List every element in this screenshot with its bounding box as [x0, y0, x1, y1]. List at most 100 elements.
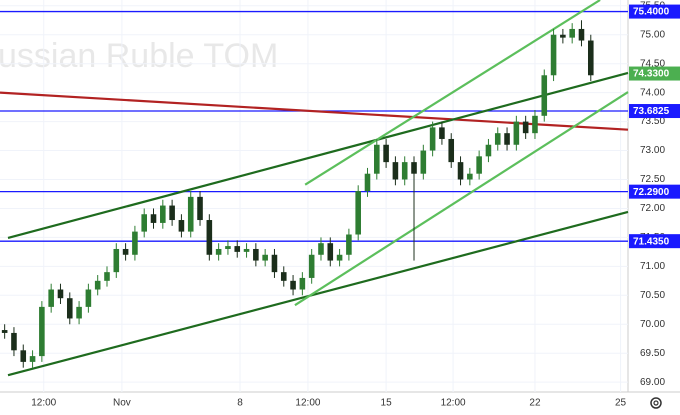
- price-badge: [629, 66, 680, 81]
- candle-body: [113, 248, 120, 273]
- y-tick-label: 69.50: [640, 348, 665, 359]
- x-tick-label: 8: [237, 398, 243, 409]
- candle-body: [420, 150, 427, 174]
- candle-body: [206, 220, 213, 255]
- candle-body: [132, 231, 138, 255]
- candle-body: [141, 214, 147, 232]
- y-tick-label: 70.00: [640, 319, 665, 330]
- x-tick-label: 22: [529, 398, 541, 409]
- candle-body: [66, 298, 73, 319]
- price-label: 72.2900: [633, 187, 670, 198]
- candle-body: [243, 248, 250, 252]
- candle-body: [94, 280, 101, 290]
- y-tick-label: 71.00: [640, 261, 665, 272]
- y-tick-label: 72.50: [640, 174, 665, 185]
- candle-body: [448, 138, 455, 163]
- x-tick-label: 12:00: [31, 398, 56, 409]
- candle-body: [355, 191, 361, 235]
- candle-body: [522, 121, 529, 134]
- candle-body: [178, 220, 185, 232]
- candle-body: [48, 289, 54, 307]
- trend-line: [304, 0, 601, 186]
- candle-body: [541, 75, 548, 116]
- candle-body: [39, 306, 45, 357]
- price-badge: [629, 234, 680, 249]
- candle-body: [299, 277, 306, 290]
- price-label: 75.4000: [633, 7, 670, 18]
- x-tick-label: Nov: [113, 398, 131, 409]
- candle-body: [122, 248, 129, 255]
- candle-body: [253, 248, 259, 261]
- candle-body: [280, 272, 287, 281]
- candle-body: [160, 205, 166, 223]
- candle-body: [262, 254, 268, 261]
- candle-body: [271, 254, 278, 273]
- plot: [0, 0, 629, 392]
- candle-body: [1, 330, 8, 333]
- candle-body: [457, 162, 464, 180]
- watermark: ussian Ruble TOM: [0, 37, 278, 75]
- candle-body: [532, 115, 538, 134]
- x-tick-label: 25: [615, 398, 627, 409]
- candle-body: [85, 289, 92, 307]
- y-tick-label: 74.50: [640, 58, 665, 69]
- y-tick-label: 73.50: [640, 116, 665, 127]
- candle-body: [20, 350, 27, 362]
- candle-body: [467, 173, 473, 180]
- candle-body: [308, 254, 315, 278]
- y-tick-label: 70.50: [640, 290, 665, 301]
- candle-body: [401, 162, 408, 180]
- candle-body: [392, 162, 399, 180]
- x-tick-label: 12:00: [295, 398, 320, 409]
- y-tick-label: 72.00: [640, 203, 665, 214]
- candle-body: [569, 28, 575, 38]
- candle-body: [11, 332, 17, 351]
- candle-body: [494, 133, 501, 145]
- candle-body: [504, 133, 510, 145]
- settings-icon[interactable]: [650, 397, 662, 409]
- candle-body: [150, 214, 157, 223]
- x-tick-label: 12:00: [441, 398, 466, 409]
- candle-body: [364, 173, 371, 192]
- candle-body: [234, 246, 241, 252]
- candle-body: [513, 121, 520, 145]
- candle-body: [327, 243, 334, 261]
- candle-body: [485, 144, 492, 157]
- candle-body: [318, 243, 324, 255]
- candle-body: [578, 28, 585, 41]
- candle-body: [290, 280, 296, 290]
- candle-body: [587, 40, 594, 76]
- candle-body: [374, 144, 380, 174]
- price-badge: [629, 104, 680, 119]
- candle-body: [411, 162, 417, 174]
- candle-body: [346, 234, 352, 255]
- candle-body: [104, 272, 110, 281]
- trend-line: [7, 210, 629, 377]
- y-tick-label: 74.00: [640, 87, 665, 98]
- y-tick-label: 73.00: [640, 145, 665, 156]
- candle-body: [429, 127, 436, 151]
- candle-body: [57, 289, 64, 299]
- candle-body: [169, 205, 175, 221]
- price-label: 74.3300: [633, 69, 670, 80]
- y-tick-label: 69.00: [640, 377, 665, 388]
- trend-line: [294, 91, 629, 307]
- candle-body: [187, 196, 194, 232]
- x-tick-label: 15: [381, 398, 393, 409]
- candle-body: [439, 127, 445, 139]
- candle-body: [550, 34, 557, 76]
- y-tick-label: 75.00: [640, 29, 665, 40]
- candle-body: [29, 356, 36, 362]
- trend-line: [7, 71, 629, 240]
- candle-body: [197, 196, 203, 221]
- candle-body: [215, 248, 222, 255]
- candle-body: [560, 34, 566, 38]
- price-badge: [629, 184, 680, 199]
- candle-body: [225, 246, 231, 249]
- price-label: 71.4350: [633, 236, 670, 247]
- price-label: 73.6825: [633, 106, 670, 117]
- candle-body: [476, 156, 482, 174]
